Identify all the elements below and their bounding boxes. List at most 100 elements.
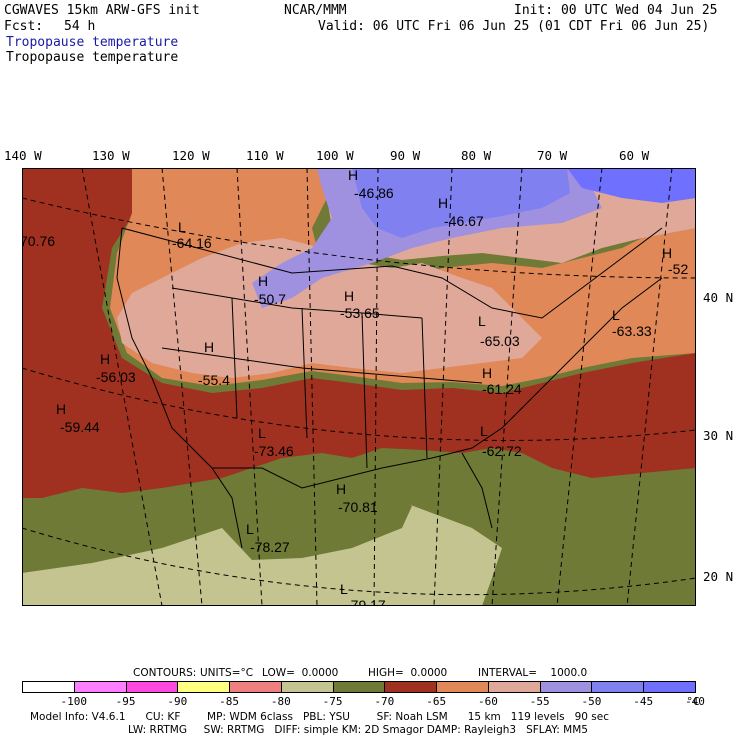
boundaries — [116, 227, 663, 549]
org-label: NCAR/MMM — [284, 3, 347, 18]
map-value: -46.86 — [354, 185, 394, 201]
map-value: -64.16 — [172, 235, 212, 251]
low-symbol: L — [478, 313, 486, 329]
map-value: -52 — [668, 261, 688, 277]
map-value: -73.46 — [254, 443, 294, 459]
model-info: Model Info: V4.6.1 CU: KF MP: WDM 6class… — [30, 711, 609, 723]
colorbar-swatch — [125, 681, 179, 693]
colorbar-swatch — [22, 681, 75, 693]
high-symbol: H — [438, 195, 448, 211]
high-symbol: H — [258, 273, 268, 289]
fcst-label: Fcst: — [4, 19, 44, 34]
map-frame — [22, 168, 696, 606]
map-value: -70.81 — [338, 499, 378, 515]
colorbar-swatch — [591, 681, 645, 693]
low-symbol: L — [480, 423, 488, 439]
colorbar-label: -50 — [581, 695, 602, 708]
colorbar-swatch — [436, 681, 489, 693]
map-value: -78.27 — [250, 539, 290, 555]
map-value: 70.76 — [22, 233, 55, 249]
low-symbol: L — [340, 581, 348, 597]
colorbar-label: -60 — [477, 695, 498, 708]
colorbar-label: -80 — [270, 695, 291, 708]
colorbar-swatch — [332, 681, 386, 693]
low-symbol: L — [612, 307, 620, 323]
tropopause-temperature-map[interactable]: H -46.86 H -46.67 L -64.16 70.76 H -52 H… — [22, 168, 696, 606]
low-symbol: L — [258, 425, 266, 441]
colorbar-swatch — [229, 681, 282, 693]
colorbar-label: -75 — [322, 695, 343, 708]
band-darkred — [22, 168, 696, 498]
colorbar-swatch — [643, 681, 696, 693]
lon-label: 140 W — [4, 148, 42, 163]
colorbar-label: -90 — [167, 695, 188, 708]
band-darkred-coast — [22, 168, 62, 328]
high-symbol: H — [336, 481, 346, 497]
band-blue-ne — [567, 168, 696, 203]
colorbar-swatch — [177, 681, 231, 693]
high-symbol: H — [348, 168, 358, 183]
map-value: -65.03 — [480, 333, 520, 349]
lon-label: 130 W — [92, 148, 130, 163]
colorbar-unit: °C — [686, 695, 700, 708]
band-blue — [352, 168, 570, 238]
high-symbol: H — [100, 351, 110, 367]
lon-label: 90 W — [390, 148, 421, 163]
map-value: -61.24 — [482, 381, 522, 397]
lon-label: 100 W — [316, 148, 354, 163]
lon-label: 60 W — [619, 148, 650, 163]
contours-label: CONTOURS: — [133, 667, 197, 679]
colorbar-label: -55 — [529, 695, 550, 708]
map-value: -50.7 — [254, 291, 286, 307]
high-label: HIGH= 0.0000 — [368, 667, 448, 679]
colorbar-swatch — [280, 681, 334, 693]
colorbar-swatch — [73, 681, 127, 693]
low-label: LOW= 0.0000 — [262, 667, 339, 679]
high-symbol: H — [482, 365, 492, 381]
lon-label: 70 W — [537, 148, 568, 163]
high-symbol: H — [56, 401, 66, 417]
fcst-value: 54 h — [64, 19, 96, 34]
colorbar-label: -65 — [426, 695, 447, 708]
colorbar-swatch — [384, 681, 438, 693]
colorbar-label: -70 — [374, 695, 395, 708]
low-symbol: L — [246, 521, 254, 537]
colorbar-label: -45 — [633, 695, 654, 708]
graticule — [22, 168, 696, 606]
map-value: -79.17 — [346, 597, 386, 606]
colorbar-swatch — [539, 681, 593, 693]
init-time: Init: 00 UTC Wed 04 Jun 25 — [514, 3, 718, 18]
units-label: UNITS=°C — [200, 667, 254, 679]
high-symbol: H — [662, 245, 672, 261]
low-symbol: L — [178, 219, 186, 235]
field-title: Tropopause temperature — [6, 35, 179, 50]
lat-label: 20 N — [703, 569, 734, 584]
high-symbol: H — [344, 288, 354, 304]
map-value: -53.65 — [340, 305, 380, 321]
map-value: -62.72 — [482, 443, 522, 459]
field-subtitle: Tropopause temperature — [6, 50, 179, 65]
colorbar-label: -95 — [115, 695, 136, 708]
band-olive-texas — [222, 468, 412, 560]
map-canvas: H -46.86 H -46.67 L -64.16 70.76 H -52 H… — [22, 168, 696, 606]
colorbar-label: -85 — [219, 695, 239, 708]
map-value: -63.33 — [612, 323, 652, 339]
lat-label: 30 N — [703, 428, 734, 443]
lon-label: 120 W — [172, 148, 210, 163]
lon-label: 110 W — [246, 148, 284, 163]
interval-label: INTERVAL= 1000.0 — [478, 667, 588, 679]
lon-label: 80 W — [461, 148, 492, 163]
valid-time: Valid: 06 UTC Fri 06 Jun 25 (01 CDT Fri … — [318, 19, 710, 34]
model-title: CGWAVES 15km ARW-GFS init — [4, 3, 200, 18]
band-pink — [117, 238, 542, 378]
colorbar-swatch — [487, 681, 541, 693]
map-value: -55.4 — [198, 372, 230, 388]
physics-info: LW: RRTMG SW: RRTMG DIFF: simple KM: 2D … — [128, 724, 588, 736]
high-symbol: H — [204, 339, 214, 355]
map-value: -59.44 — [60, 419, 100, 435]
map-value: -46.67 — [444, 213, 484, 229]
colorbar-label: -40 — [685, 695, 705, 708]
colorbar-label: -100 — [60, 695, 88, 708]
map-value: -56.03 — [96, 369, 136, 385]
lat-label: 40 N — [703, 290, 734, 305]
